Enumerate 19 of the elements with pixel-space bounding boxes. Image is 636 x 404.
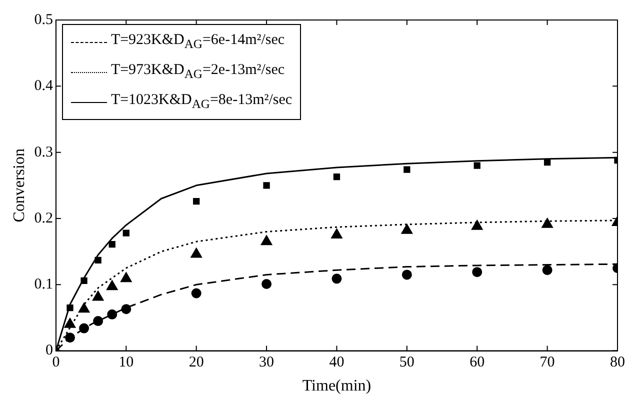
x-axis-title: Time(min) — [302, 378, 372, 395]
y-tick-label: 0 — [45, 342, 53, 359]
x-tick-label: 70 — [540, 354, 555, 371]
x-tick-label: 30 — [259, 354, 274, 371]
legend-label: T=923K&D$_{AG}$=6e-14m²/sec — [110, 31, 285, 53]
legend-label: T=973K&D$_{AG}$=2e-13m²/sec — [110, 61, 285, 83]
x-tick-label: 60 — [470, 354, 485, 371]
y-tick-label: 0.5 — [34, 12, 53, 28]
y-tick-label: 0.2 — [34, 210, 53, 226]
y-tick-label: 0.3 — [34, 144, 53, 160]
y-tick-label: 0.1 — [34, 276, 53, 293]
x-tick-label: 80 — [610, 354, 625, 371]
y-axis-title: Conversion — [10, 148, 28, 222]
legend-label: T=1023K&D$_{AG}$=8e-13m²/sec — [110, 91, 292, 113]
x-tick-label: 10 — [118, 354, 134, 371]
y-tick-label: 0.4 — [34, 78, 54, 94]
x-tick-label: 20 — [188, 354, 204, 371]
x-tick-label: 40 — [329, 354, 344, 371]
x-tick-label: 50 — [399, 354, 414, 371]
